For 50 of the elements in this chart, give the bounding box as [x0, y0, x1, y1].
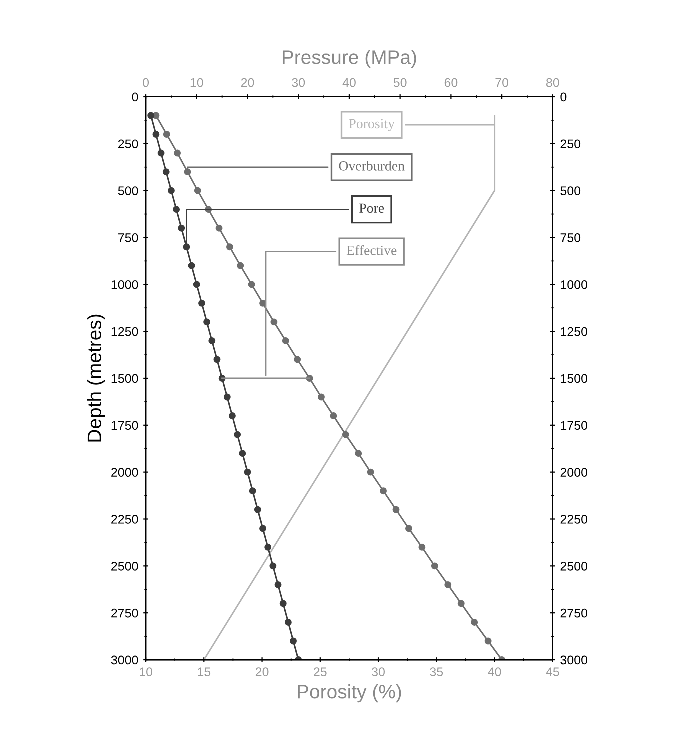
y-tick-label: 2750 — [112, 608, 138, 618]
y-tick-label: 500 — [118, 186, 138, 196]
x-axis-title: Porosity (%) — [298, 684, 402, 703]
y2-tick-label: 1250 — [561, 327, 588, 336]
x2-tick-label: 50 — [394, 78, 407, 88]
y-tick-label: 0 — [132, 92, 138, 102]
y2-tick-label: 1000 — [561, 280, 588, 290]
y-tick-label: 3000 — [111, 656, 138, 665]
y-tick-label: 2500 — [112, 562, 138, 571]
text: Effective — [346, 245, 397, 256]
x2-tick-label: 0 — [143, 78, 150, 88]
y2-tick-label: 2500 — [560, 562, 588, 571]
x2-tick-label: 40 — [342, 78, 356, 88]
y-tick-label: 750 — [118, 234, 138, 242]
x-tick-label: 15 — [198, 668, 211, 676]
x-tick-label: 10 — [140, 668, 152, 676]
y-tick-label: 1750 — [112, 421, 138, 430]
y2-tick-label: 0 — [560, 92, 567, 102]
x2-tick-label: 20 — [241, 78, 254, 88]
y2-tick-label: 2250 — [560, 515, 588, 524]
x-tick-label: 20 — [256, 668, 269, 676]
x2-tick-label: 30 — [292, 78, 306, 88]
y2-tick-label: 2750 — [560, 608, 588, 618]
y-tick-label: 2250 — [112, 515, 138, 524]
y2-tick-label: 2000 — [560, 468, 588, 477]
y2-tick-label: 1500 — [561, 374, 588, 384]
y-tick-label: 250 — [118, 140, 138, 149]
y2-tick-label: 250 — [560, 140, 581, 149]
x-tick-label: 40 — [488, 668, 502, 676]
x-tick-label: 30 — [372, 668, 385, 676]
x-tick-label: 25 — [314, 668, 327, 676]
y2-tick-label: 1750 — [561, 421, 588, 430]
x2-tick-label: 60 — [444, 78, 458, 88]
text: Pore — [360, 204, 384, 214]
y-tick-label: 1250 — [112, 327, 138, 336]
y-tick-label: 1000 — [112, 280, 138, 290]
x-tick-label: 45 — [546, 668, 560, 676]
y-tick-label: 1500 — [112, 374, 138, 384]
x-tick-label: 35 — [430, 668, 444, 676]
x2-tick-label: 80 — [546, 78, 560, 88]
text: Porosity — [349, 119, 395, 132]
y2-tick-label: 500 — [560, 186, 581, 196]
x2-tick-label: 70 — [496, 78, 509, 88]
y2-tick-label: 3000 — [560, 656, 588, 665]
x2-axis-title: Pressure (MPa) — [282, 50, 416, 68]
y-axis-title: Depth (metres) — [87, 314, 106, 442]
y-tick-label: 2000 — [112, 468, 138, 477]
text: Overburden — [339, 161, 405, 171]
x2-tick-label: 10 — [190, 78, 204, 88]
y2-tick-label: 750 — [560, 234, 581, 242]
